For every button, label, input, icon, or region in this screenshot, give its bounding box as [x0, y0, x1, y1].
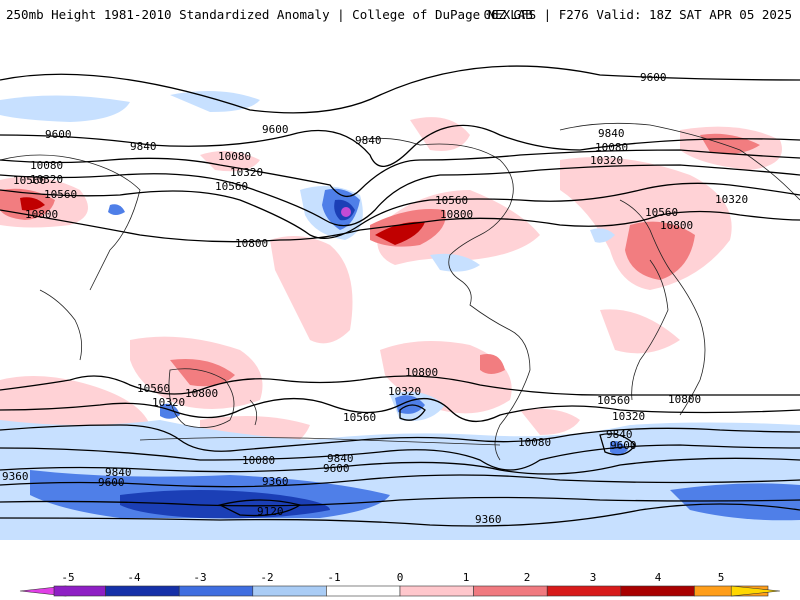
colorbar-swatches: [19, 585, 781, 597]
colorbar-tick-labels: -5 -4 -3 -2 -1 0 1 2 3 4 5: [61, 571, 724, 584]
colorbar-swatch: [399, 585, 474, 597]
model-run-info: 06Z GFS | F276 Valid: 18Z SAT APR 05 202…: [483, 7, 792, 22]
contour-label: 9840: [598, 127, 625, 140]
contour-labels: 9600 9600 9840 9600 9840 10080 10080 103…: [2, 71, 748, 526]
colorbar-tick: 1: [463, 571, 470, 584]
contour-label: 10560: [343, 411, 376, 424]
coastlines: [0, 122, 800, 461]
contour-label: 10080: [595, 141, 628, 154]
contour-label: 10080: [242, 454, 275, 467]
colorbar-tick: -4: [127, 571, 141, 584]
contour-label: 9600: [98, 476, 125, 489]
contour-label: 10080: [30, 159, 63, 172]
contour-label: 9840: [327, 452, 354, 465]
contour-label: 10800: [185, 387, 218, 400]
contour-label: 10800: [668, 393, 701, 406]
colorbar-tick: -2: [260, 571, 273, 584]
contour-label: 9120: [257, 505, 284, 518]
contour-label: 10560: [645, 206, 678, 219]
contour-label: 10560: [597, 394, 630, 407]
colorbar-swatch: [252, 585, 327, 597]
anomaly-map: 9600 9600 9840 9600 9840 10080 10080 103…: [0, 40, 800, 562]
contour-label: 9600: [323, 462, 350, 475]
contour-label: 10560: [44, 188, 77, 201]
colorbar-tick: 2: [524, 571, 531, 584]
contour-label: 9840: [105, 466, 132, 479]
title-bar: 250mb Height 1981-2010 Standardized Anom…: [0, 0, 800, 30]
contour-label: 9360: [2, 470, 29, 483]
colorbar-swatch: [546, 585, 622, 597]
contour-label: 9600: [262, 123, 289, 136]
contour-label: 10560: [435, 194, 468, 207]
colorbar-swatch: [178, 585, 254, 597]
contour-label: 10800: [405, 366, 438, 379]
contour-label: 10080: [218, 150, 251, 163]
map-title: 250mb Height 1981-2010 Standardized Anom…: [6, 7, 533, 22]
positive-anomaly-strong: [20, 197, 425, 245]
contour-label: 10560: [13, 174, 46, 187]
contour-label: 10800: [235, 237, 268, 250]
colorbar-tick: 4: [655, 571, 662, 584]
colorbar-swatch: [730, 585, 781, 597]
contour-label: 10800: [660, 219, 693, 232]
colorbar-swatch: [326, 585, 401, 597]
contour-label: 10080: [518, 436, 551, 449]
contour-label: 10320: [230, 166, 263, 179]
colorbar-tick: -3: [193, 571, 206, 584]
contour-label: 10320: [612, 410, 645, 423]
contour-label: 10800: [25, 208, 58, 221]
colorbar-swatch: [473, 585, 548, 597]
contour-label: 9840: [130, 140, 157, 153]
contour-label: 9600: [640, 71, 667, 84]
contour-label: 10320: [30, 173, 63, 186]
contour-label: 10320: [715, 193, 748, 206]
colorbar-tick: -5: [61, 571, 74, 584]
contour-label: 9600: [610, 439, 637, 452]
contour-label: 9840: [355, 134, 382, 147]
colorbar-swatch: [53, 585, 106, 597]
colorbar-tick: 3: [590, 571, 597, 584]
colorbar-tick: 0: [397, 571, 404, 584]
extreme-anomaly-center: [341, 207, 351, 217]
contour-label: 10560: [137, 382, 170, 395]
height-contours: [0, 65, 800, 527]
contour-label: 9840: [606, 428, 633, 441]
anomaly-colorbar: -5 -4 -3 -2 -1 0 1 2 3 4 5: [19, 571, 781, 597]
colorbar-tick: -1: [327, 571, 340, 584]
contour-label: 9360: [262, 475, 289, 488]
contour-label: 10560: [215, 180, 248, 193]
contour-label: 9600: [45, 128, 72, 141]
colorbar-tick: 5: [718, 571, 725, 584]
colorbar-swatch: [105, 585, 180, 597]
contour-label: 10320: [590, 154, 623, 167]
contour-label: 10320: [152, 396, 185, 409]
contour-label: 10800: [440, 208, 473, 221]
colorbar-swatch: [620, 585, 695, 597]
contour-label: 9360: [475, 513, 502, 526]
contour-label: 10320: [388, 385, 421, 398]
